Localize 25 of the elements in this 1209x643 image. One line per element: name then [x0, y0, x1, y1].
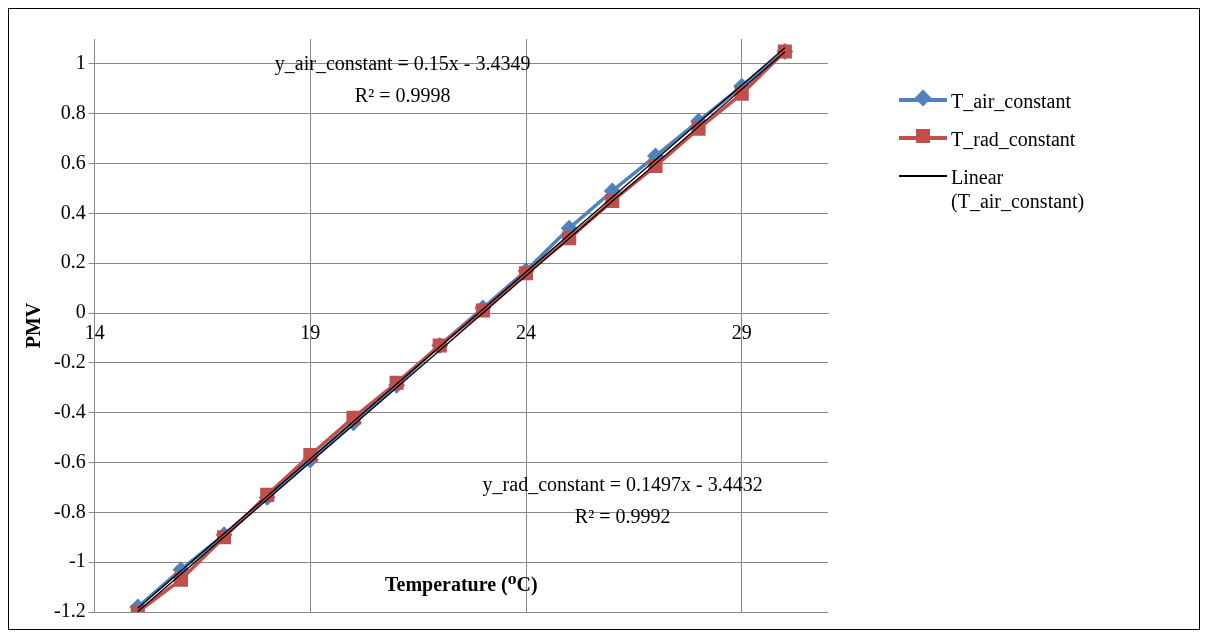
x-tick-label: 29	[731, 321, 752, 344]
y-axis-title: PMV	[22, 302, 45, 349]
x-axis-title: Temperature (⁰C)	[385, 573, 538, 597]
legend-label: T_rad_constant	[951, 127, 1077, 151]
legend-label: Linear (T_air_constant)	[951, 165, 1086, 213]
y-tick-label: 1	[75, 51, 86, 74]
y-tick-label: -1.2	[53, 599, 86, 622]
y-tick-label: -0.4	[53, 399, 86, 422]
y-tick-label: 0	[75, 300, 86, 323]
x-tick-label: 19	[300, 321, 321, 344]
y-tick-label: 0.8	[60, 100, 86, 123]
annotation: R² = 0.9998	[354, 83, 451, 106]
x-tick-label: 24	[516, 321, 537, 344]
legend-label: T_air_constant	[951, 89, 1072, 113]
y-tick-label: 0.4	[60, 200, 86, 223]
y-tick-label: -0.2	[53, 350, 86, 373]
y-tick-label: -0.6	[53, 449, 86, 472]
annotation: y_rad_constant = 0.1497x - 3.4432	[482, 473, 763, 497]
y-tick-label: 0.6	[60, 150, 86, 173]
y-tick-label: -0.8	[53, 499, 86, 522]
x-tick-label: 14	[84, 321, 105, 344]
y-tick-label: -1	[68, 549, 86, 572]
annotation: R² = 0.9992	[574, 504, 671, 527]
y-tick-label: 0.2	[60, 250, 86, 273]
annotation: y_air_constant = 0.15x - 3.4349	[274, 52, 531, 76]
